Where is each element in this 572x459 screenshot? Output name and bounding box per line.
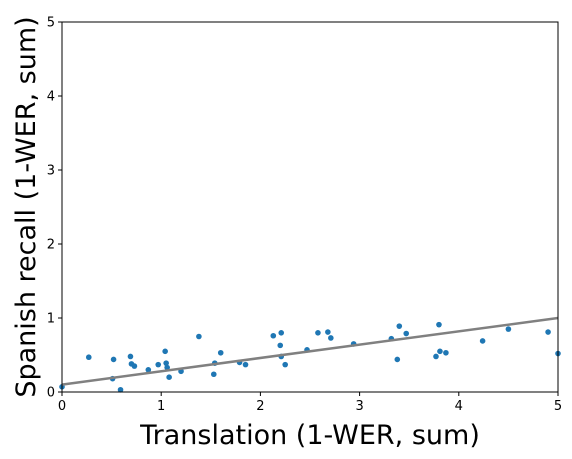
regression-line — [61, 316, 559, 386]
scatter-point — [127, 353, 134, 360]
x-tick-label: 5 — [554, 399, 562, 414]
scatter-point — [403, 330, 410, 337]
y-tick-label: 3 — [47, 164, 55, 179]
scatter-point — [166, 374, 172, 381]
scatter-point — [110, 356, 117, 363]
y-axis-ticks: 0 1 2 3 4 5 — [47, 16, 62, 401]
y-tick-label: 2 — [47, 238, 55, 253]
scatter-point — [210, 371, 217, 378]
scatter-point — [315, 330, 321, 336]
plot-area — [62, 22, 558, 392]
scatter-point — [443, 349, 449, 356]
scatter-point — [394, 356, 401, 363]
scatter-point — [505, 326, 512, 332]
x-tick-label: 2 — [256, 399, 264, 414]
scatter-point — [436, 321, 442, 328]
scatter-point — [117, 386, 124, 393]
x-axis-ticks: 0 1 2 3 4 5 — [58, 392, 562, 414]
chart-marks — [59, 316, 561, 393]
scatter-point — [217, 349, 224, 356]
scatter-point — [437, 348, 443, 355]
y-tick-label: 0 — [47, 386, 55, 401]
scatter-point — [433, 353, 439, 360]
x-tick-label: 4 — [455, 399, 463, 414]
scatter-point — [328, 335, 334, 341]
x-axis-title: Translation (1-WER, sum) — [139, 420, 480, 451]
scatter-point — [131, 363, 138, 369]
y-tick-label: 1 — [47, 312, 55, 327]
scatter-point — [145, 367, 152, 373]
scatter-point — [270, 332, 277, 339]
y-tick-label: 5 — [47, 16, 55, 31]
scatter-point — [242, 361, 249, 368]
x-tick-label: 0 — [58, 399, 66, 414]
scatter-point — [196, 333, 202, 340]
scatter-point — [85, 354, 92, 361]
scatter-point — [164, 364, 170, 371]
plot-frame — [61, 21, 559, 393]
scatter-point — [277, 342, 284, 349]
y-tick-label: 4 — [47, 90, 55, 105]
scatter-point — [282, 361, 289, 368]
y-axis-title: Spanish recall (1-WER, sum) — [11, 16, 42, 397]
scatter-point — [396, 323, 403, 329]
scatter-point — [162, 348, 168, 355]
x-tick-label: 1 — [157, 399, 165, 414]
x-tick-label: 3 — [355, 399, 363, 414]
scatter-point — [479, 338, 486, 344]
scatter-point — [155, 361, 162, 368]
scatter-point — [163, 360, 169, 366]
scatter-point — [278, 330, 285, 336]
scatter-point — [545, 329, 551, 335]
scatter-point — [325, 329, 331, 335]
